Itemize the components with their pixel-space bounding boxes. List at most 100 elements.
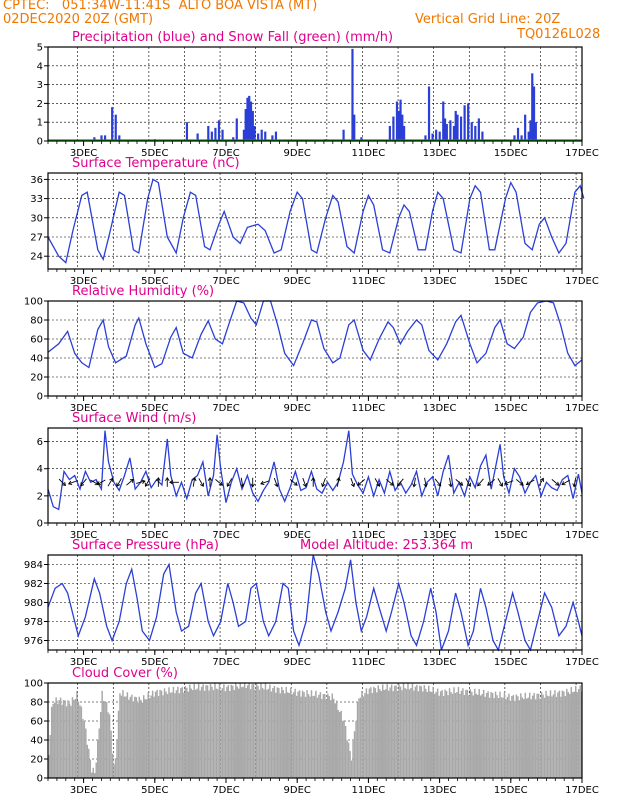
cloud-bar [469, 689, 472, 778]
cloud-bar [98, 728, 100, 778]
cloud-bar [349, 750, 351, 778]
cloud-bar [350, 760, 353, 778]
cloud-bar [426, 691, 429, 778]
cloud-bar [445, 691, 448, 778]
x-tick-label: 3DEC [70, 403, 97, 414]
wind-arrow-head [397, 482, 402, 487]
series-line [47, 300, 583, 369]
cloud-bar [573, 691, 575, 778]
cloud-bar [172, 686, 175, 778]
precip-bar [516, 127, 520, 141]
wind-arrow [136, 480, 146, 484]
cloud-bar [132, 701, 135, 778]
x-tick-label: 3DEC [70, 657, 97, 668]
cloud-bar [393, 685, 396, 778]
cloud-bar [99, 712, 102, 778]
y-tick-label: 6 [37, 437, 43, 448]
cloud-bar [191, 690, 194, 778]
cloud-bar [140, 699, 142, 778]
precip-bar [100, 135, 103, 141]
x-tick-label: 5DEC [141, 530, 168, 541]
x-tick-label: 3DEC [70, 530, 97, 541]
cloud-bar [515, 694, 518, 778]
wind-arrow-head [561, 481, 566, 486]
cloud-bar [232, 685, 234, 778]
cloud-bar [408, 689, 411, 778]
panel-4: Surface Wind (m/s) 0 2 4 6 3DEC 5DEC 7DEC 9DEC 11… [37, 411, 599, 541]
y-tick-label: 0 [37, 774, 43, 785]
cloud-bar [49, 735, 51, 778]
cloud-bar [215, 688, 218, 778]
cloud-bar [48, 754, 50, 778]
cloud-bar [327, 693, 329, 778]
cloud-bar [564, 695, 567, 778]
y-tick-label: 40 [30, 736, 43, 747]
cloud-bar [472, 695, 475, 778]
cloud-bar [62, 699, 65, 778]
cloud-bar [536, 693, 538, 778]
cloud-bar [361, 690, 363, 778]
wind-arrow [97, 479, 106, 485]
precip-bar [456, 114, 459, 141]
panel-frame [47, 427, 583, 524]
cloud-bar [119, 693, 121, 778]
cloud-bar [346, 740, 348, 778]
wind-arrow [350, 477, 355, 487]
wind-arrow [215, 479, 223, 486]
cloud-bar [218, 683, 221, 778]
x-tick-label: 7DEC [212, 530, 239, 541]
y-tick-label: 80 [30, 316, 43, 327]
cloud-bar [187, 691, 189, 778]
cloud-bar [419, 685, 421, 778]
cloud-bar [257, 685, 259, 778]
cloud-bar [153, 696, 155, 778]
precip-bar [235, 118, 238, 141]
cloud-bar [481, 693, 483, 778]
cloud-bar [116, 739, 118, 778]
wind-arrow [357, 479, 366, 486]
cloud-bar [221, 688, 224, 778]
cloud-bar [113, 764, 115, 778]
cloud-bar [390, 684, 393, 778]
x-tick-label: 5DEC [141, 657, 168, 668]
cloud-bar [59, 697, 62, 778]
cloud-bar [396, 690, 399, 778]
cloud-bar [335, 700, 338, 778]
cloud-bar [368, 688, 371, 778]
cloud-bar [438, 695, 440, 778]
cloud-bar [340, 710, 342, 778]
cloud-bar [402, 683, 405, 778]
cloud-bar [279, 693, 282, 778]
cloud-bar [572, 692, 574, 778]
precip-bar [249, 101, 253, 141]
wind-arrow-head [274, 482, 279, 488]
cloud-bar [107, 712, 109, 778]
cloud-bar [249, 689, 252, 778]
panel-1: Precipitation (blue) and Snow Fall (gree… [37, 30, 599, 159]
cloud-bar [422, 691, 424, 778]
cloud-bar [514, 700, 516, 778]
wind-arrow [80, 478, 87, 487]
cloud-bar [530, 699, 532, 778]
header-init-time: 02DEC2020 20Z (GMT) [3, 12, 154, 27]
cloud-bar [67, 700, 69, 778]
cloud-bar [328, 696, 331, 778]
cloud-bar [451, 693, 454, 778]
cloud-bar [203, 690, 206, 778]
precip-bar [388, 125, 391, 141]
cloud-bar [413, 690, 415, 778]
wind-arrow-head [192, 477, 197, 482]
wind-arrow-head [226, 482, 231, 487]
cloud-bar [236, 686, 238, 778]
cloud-bar [200, 686, 203, 778]
cloud-bar [309, 696, 311, 778]
cloud-bar [267, 688, 270, 778]
cloud-bar [441, 690, 443, 778]
cloud-bar [566, 688, 568, 778]
y-tick-label: 4 [37, 61, 43, 72]
cloud-bar [358, 698, 360, 778]
y-tick-label: 36 [30, 175, 43, 186]
cloud-bar [313, 695, 316, 778]
cloud-bar [423, 685, 426, 778]
wind-arrow-head [141, 479, 146, 485]
